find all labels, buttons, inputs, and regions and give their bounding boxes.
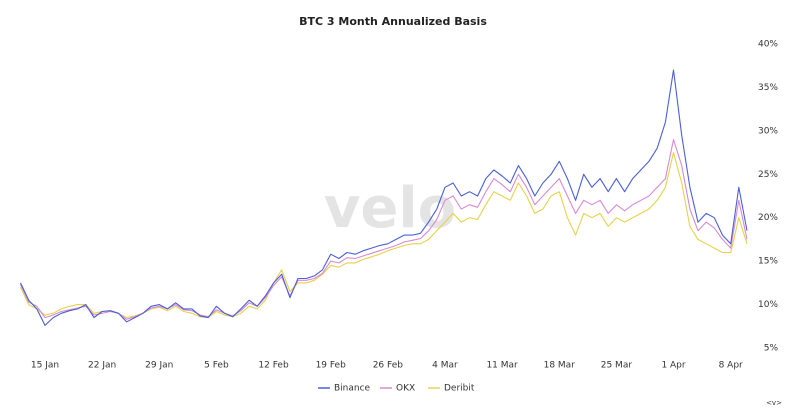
line-series [20,69,748,326]
legend-label: Binance [334,384,371,394]
y-tick-label: 15% [758,257,778,267]
chart-title: BTC 3 Month Annualized Basis [299,15,487,28]
x-tick-label: 22 Jan [88,361,116,371]
legend-label: OKX [396,384,415,394]
y-tick-label: 20% [758,213,778,223]
x-tick-label: 12 Feb [258,361,289,371]
x-tick-label: 5 Feb [204,361,229,371]
y-tick-label: 30% [758,126,778,136]
footer-mark: <v> [766,399,782,407]
x-tick-label: 29 Jan [145,361,173,371]
x-tick-label: 18 Mar [544,361,576,371]
x-tick-label: 1 Apr [661,361,685,371]
watermark: velo [324,176,456,241]
y-tick-label: 40% [758,40,778,50]
x-tick-label: 25 Mar [601,361,633,371]
y-tick-label: 25% [758,170,778,180]
y-tick-label: 35% [758,83,778,93]
y-tick-label: 10% [758,300,778,310]
x-tick-label: 11 Mar [486,361,518,371]
x-tick-label: 19 Feb [316,361,347,371]
x-tick-label: 26 Feb [373,361,404,371]
y-tick-label: 5% [764,344,779,354]
x-tick-label: 4 Mar [432,361,458,371]
x-tick-label: 15 Jan [31,361,59,371]
x-tick-label: 8 Apr [719,361,743,371]
legend-label: Deribit [444,384,475,394]
